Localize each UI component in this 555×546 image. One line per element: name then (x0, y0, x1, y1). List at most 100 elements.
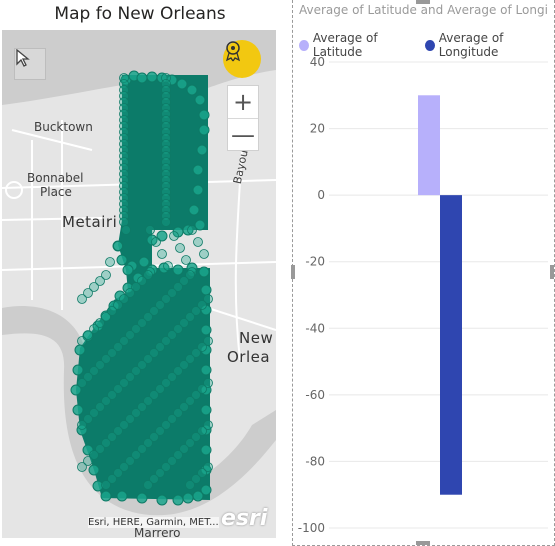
map-bubble[interactable] (77, 294, 87, 304)
map-bubble[interactable] (192, 164, 204, 176)
map-bubble[interactable] (199, 249, 209, 259)
map-visual[interactable]: Map fo New Orleans Bucktown Bonnabel Pla… (0, 0, 280, 545)
map-bubble[interactable] (89, 282, 99, 292)
map-bubble[interactable] (161, 217, 171, 227)
map-bubble[interactable] (77, 420, 87, 430)
map-bubble[interactable] (173, 324, 183, 334)
map-bubble[interactable] (198, 124, 210, 136)
map-bubble[interactable] (113, 384, 123, 394)
map-bubble[interactable] (197, 342, 207, 352)
map-bubble[interactable] (176, 78, 188, 90)
map-bubble[interactable] (146, 71, 158, 83)
map-bubble[interactable] (200, 364, 212, 376)
map-bubble[interactable] (88, 464, 100, 476)
map-bubble[interactable] (95, 318, 105, 328)
map-bubble[interactable] (100, 490, 112, 502)
map-bubble[interactable] (203, 378, 213, 388)
map-bubble[interactable] (191, 348, 201, 358)
map-bubble[interactable] (167, 414, 177, 424)
map-bubble[interactable] (83, 414, 93, 424)
map-bubble[interactable] (74, 344, 86, 356)
map-bubble[interactable] (185, 270, 195, 280)
map-bubble[interactable] (200, 304, 212, 316)
map-bubble[interactable] (191, 390, 201, 400)
map-bubble[interactable] (173, 282, 183, 292)
badge-button[interactable] (223, 40, 261, 78)
map-bubble[interactable] (188, 204, 200, 216)
map-bubble[interactable] (143, 396, 153, 406)
map-bubble[interactable] (83, 288, 93, 298)
map-bubble[interactable] (155, 300, 165, 310)
map-bubble[interactable] (119, 462, 129, 472)
map-bubble[interactable] (156, 494, 168, 506)
map-bubble[interactable] (131, 282, 141, 292)
map-bubble[interactable] (179, 444, 189, 454)
map-bubble[interactable] (149, 432, 159, 442)
map-bubble[interactable] (167, 372, 177, 382)
map-bubble[interactable] (200, 404, 212, 416)
map-bubble[interactable] (198, 109, 210, 121)
map-bubble[interactable] (76, 424, 88, 436)
map-bubble[interactable] (161, 378, 171, 388)
map-bubble[interactable] (145, 225, 155, 235)
map-bubble[interactable] (125, 372, 135, 382)
map-bubble[interactable] (107, 348, 117, 358)
map-bubble[interactable] (143, 312, 153, 322)
map-canvas[interactable]: Bucktown Bonnabel Place Metairi New Orle… (2, 30, 276, 538)
zoom-in-button[interactable]: + (228, 86, 258, 119)
map-bubble[interactable] (101, 354, 111, 364)
map-bubble[interactable] (101, 438, 111, 448)
map-bubble[interactable] (179, 318, 189, 328)
map-bubble[interactable] (119, 294, 129, 304)
map-bubble[interactable] (116, 490, 128, 502)
map-bubble[interactable] (203, 294, 213, 304)
bubble-layer[interactable] (2, 30, 276, 538)
map-bubble[interactable] (192, 184, 204, 196)
map-bubble[interactable] (105, 257, 115, 267)
map-bubble[interactable] (113, 426, 123, 436)
map-bubble[interactable] (83, 330, 93, 340)
zoom-out-button[interactable]: — (231, 121, 255, 149)
map-bubble[interactable] (131, 450, 141, 460)
map-bubble[interactable] (185, 354, 195, 364)
map-bubble[interactable] (77, 378, 87, 388)
select-tool-button[interactable] (14, 48, 46, 80)
map-bubble[interactable] (181, 255, 191, 265)
map-bubble[interactable] (113, 241, 123, 251)
map-bubble[interactable] (173, 450, 183, 460)
map-bubble[interactable] (137, 318, 147, 328)
map-bubble[interactable] (82, 330, 94, 342)
map-bubble[interactable] (137, 360, 147, 370)
map-bubble[interactable] (166, 74, 178, 86)
map-bubble[interactable] (125, 414, 135, 424)
map-bubble[interactable] (101, 312, 111, 322)
map-bubble[interactable] (161, 336, 171, 346)
map-bubble[interactable] (200, 484, 212, 496)
map-bubble[interactable] (194, 219, 206, 231)
map-bubble[interactable] (172, 226, 184, 238)
map-bubble[interactable] (200, 424, 212, 436)
map-bubble[interactable] (196, 144, 208, 156)
map-bubble[interactable] (167, 456, 177, 466)
map-bubble[interactable] (125, 456, 135, 466)
map-bubble[interactable] (167, 330, 177, 340)
map-bubble[interactable] (203, 462, 213, 472)
map-bubble[interactable] (70, 384, 82, 396)
map-attribution[interactable]: Esri, HERE, Garmin, MET... (88, 517, 219, 528)
map-bubble[interactable] (125, 330, 135, 340)
map-bubble[interactable] (192, 490, 204, 502)
map-bubble[interactable] (185, 480, 195, 490)
map-bubble[interactable] (149, 306, 159, 316)
map-bubble[interactable] (119, 420, 129, 430)
map-bubble[interactable] (197, 426, 207, 436)
map-bubble[interactable] (136, 72, 148, 84)
bar-chart-plot[interactable]: 40 20 0 -20 -40 -60 -80 -100 (293, 0, 554, 545)
legend-item-longitude[interactable]: Average of Longitude (424, 31, 554, 59)
map-bubble[interactable] (119, 336, 129, 346)
map-bubble[interactable] (191, 474, 201, 484)
map-bubble[interactable] (83, 456, 93, 466)
map-bubble[interactable] (179, 360, 189, 370)
resize-handle-top[interactable] (416, 0, 430, 4)
resize-handle-left[interactable] (291, 265, 295, 279)
map-bubble[interactable] (131, 366, 141, 376)
